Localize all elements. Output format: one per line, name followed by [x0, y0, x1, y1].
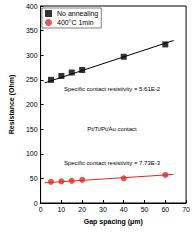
svg-text:70: 70	[182, 206, 190, 213]
svg-text:20: 20	[78, 206, 86, 213]
svg-text:Specific contact resistivity =: Specific contact resistivity = 7.73E-3	[64, 160, 161, 166]
svg-text:No annealing: No annealing	[57, 10, 98, 18]
svg-text:40: 40	[120, 206, 128, 213]
svg-text:350: 350	[26, 27, 38, 34]
svg-text:50: 50	[30, 175, 38, 182]
svg-text:250: 250	[26, 76, 38, 83]
svg-text:0: 0	[34, 200, 38, 207]
svg-text:200: 200	[26, 101, 38, 108]
svg-text:50: 50	[141, 206, 149, 213]
svg-text:100: 100	[26, 150, 38, 157]
svg-text:Resistance (Ohm): Resistance (Ohm)	[8, 75, 16, 135]
svg-text:0: 0	[39, 206, 43, 213]
svg-text:Gap spacing (μm): Gap spacing (μm)	[84, 218, 143, 226]
svg-text:10: 10	[57, 206, 65, 213]
svg-text:60: 60	[161, 206, 169, 213]
svg-text:Specific contact resistivity =: Specific contact resistivity = 5.61E-2	[64, 86, 161, 92]
svg-text:30: 30	[99, 206, 107, 213]
svg-text:Pt/Ti/Pt/Au contact: Pt/Ti/Pt/Au contact	[87, 126, 137, 132]
svg-text:150: 150	[26, 126, 38, 133]
svg-text:300: 300	[26, 52, 38, 59]
svg-text:400°C 1min: 400°C 1min	[57, 19, 94, 26]
svg-text:400: 400	[26, 3, 38, 10]
